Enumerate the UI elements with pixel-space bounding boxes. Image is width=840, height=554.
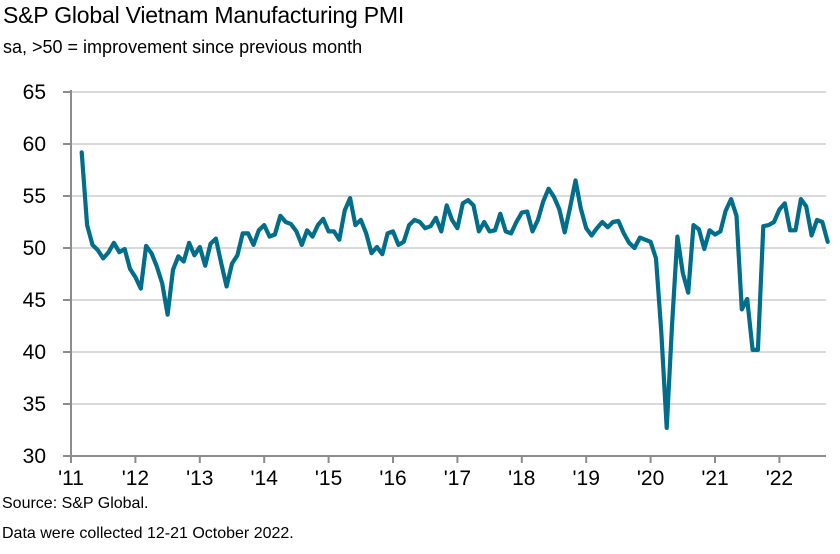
xtick-label: '20 <box>637 467 664 490</box>
ytick-label-50: 50 <box>23 237 46 260</box>
ytick-label-40: 40 <box>23 341 46 364</box>
chart-subtitle: sa, >50 = improvement since previous mon… <box>3 37 363 57</box>
series-layer <box>79 150 830 430</box>
gridlines <box>71 91 826 405</box>
chart-title: S&P Global Vietnam Manufacturing PMI <box>3 2 405 28</box>
xtick-label: '14 <box>251 467 279 490</box>
xtick-label: '17 <box>444 467 471 490</box>
ytick-label-45: 45 <box>23 289 46 312</box>
source-note: Source: S&P Global. <box>2 495 149 512</box>
ytick-label-65: 65 <box>23 81 46 104</box>
xtick-label: '13 <box>186 467 213 490</box>
collection-note: Data were collected 12-21 October 2022. <box>2 525 294 542</box>
xtick-label: '16 <box>379 467 406 490</box>
xtick-label: '18 <box>508 467 535 490</box>
x-axis: '11 '12 '13 '14 '15 '16 '17 '18 '19 '20 '21 '22 <box>58 455 826 490</box>
xtick-label: '19 <box>573 467 600 490</box>
ytick-label-55: 55 <box>23 185 46 208</box>
xtick-label: '21 <box>701 467 728 490</box>
xtick-label: '11 <box>58 467 84 490</box>
y-axis: 30 35 40 45 50 55 60 65 <box>23 81 72 468</box>
xtick-label: '22 <box>766 467 793 490</box>
ytick-label-35: 35 <box>23 393 46 416</box>
xtick-label: '12 <box>122 467 149 490</box>
ytick-label-60: 60 <box>23 133 46 156</box>
xtick-label: '15 <box>315 467 342 490</box>
ytick-label-30: 30 <box>23 445 46 468</box>
series-line-pmi <box>79 150 830 430</box>
